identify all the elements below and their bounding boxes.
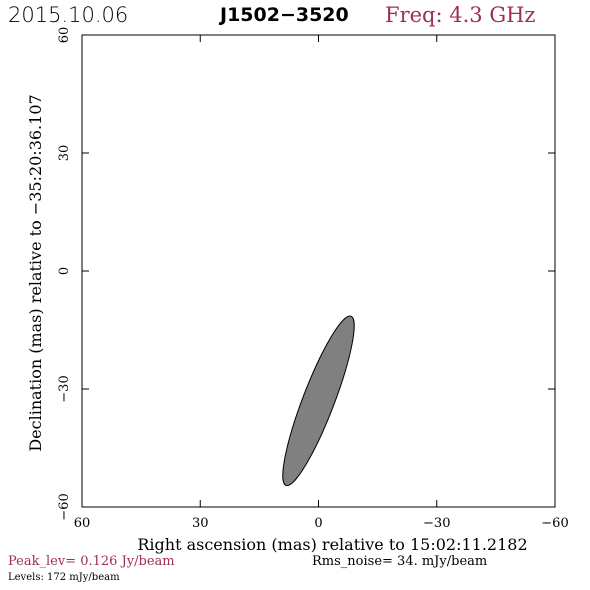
axis-tick-labels: 60 30 0 −30 −60 −60 −30 0 30 60 <box>57 27 569 531</box>
x-tick-label: −60 <box>541 516 568 531</box>
x-tick-label: −30 <box>423 516 450 531</box>
frequency-prefix: Freq: <box>385 3 443 27</box>
rms-noise: Rms_noise= 34. mJy/beam <box>312 554 487 569</box>
observation-date: 2015.10.06 <box>8 3 129 27</box>
contour-levels: Levels: 172 mJy/beam <box>8 572 120 583</box>
frequency-value: 4.3 GHz <box>449 3 536 27</box>
frequency-label: Freq: 4.3 GHz <box>385 2 535 28</box>
x-tick-label: 0 <box>314 516 322 531</box>
y-tick-label: −60 <box>57 493 72 520</box>
axis-ticks <box>81 34 556 508</box>
beam-ellipse <box>282 315 355 487</box>
peak-level-value: 0.126 Jy/beam <box>80 554 175 569</box>
y-tick-label: 0 <box>57 267 72 275</box>
y-axis-label: Declination (mas) relative to −35:20:36.… <box>26 94 45 451</box>
rms-noise-value: 34. mJy/beam <box>397 554 488 569</box>
source-name: J1502−3520 <box>220 4 349 26</box>
peak-level-label: Peak_lev= <box>8 554 77 569</box>
x-axis-label: Right ascension (mas) relative to 15:02:… <box>137 535 527 554</box>
y-tick-label: −30 <box>57 375 72 402</box>
y-tick-label: 30 <box>57 145 72 162</box>
contour-levels-value: 172 mJy/beam <box>47 572 120 583</box>
rms-noise-label: Rms_noise= <box>312 554 393 569</box>
peak-level: Peak_lev= 0.126 Jy/beam <box>8 554 175 569</box>
contour-levels-label: Levels: <box>8 572 44 583</box>
y-tick-label: 60 <box>57 27 72 44</box>
x-tick-label: 30 <box>192 516 209 531</box>
x-tick-label: 60 <box>74 516 91 531</box>
